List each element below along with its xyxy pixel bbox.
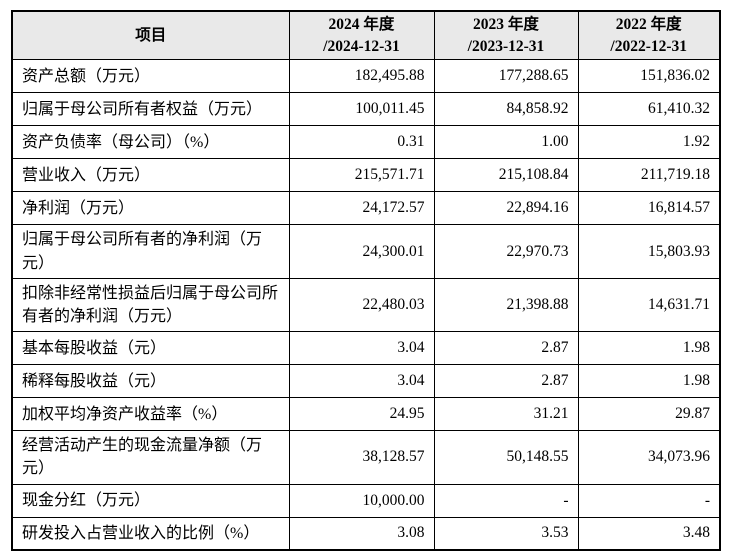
row-value: 24,300.01 [288,224,435,279]
row-value: 3.04 [288,331,435,366]
row-value: 24,172.57 [288,191,435,226]
row-value: 16,814.57 [577,191,721,226]
row-value: 3.48 [577,516,721,551]
row-value: 50,148.55 [433,430,579,485]
row-label: 扣除非经常性损益后归属于母公司所有者的净利润（万元） [11,277,290,333]
row-value: 34,073.96 [577,430,721,485]
row-value: 3.08 [288,516,435,551]
row-value: 100,011.45 [288,92,435,127]
header-year-2023: 2023 年度 /2023-12-31 [433,10,579,61]
row-value: 38,128.57 [288,430,435,485]
row-value: 22,894.16 [433,191,579,226]
header-year-2024-line2: /2024-12-31 [323,37,400,55]
row-value: 2.87 [433,331,579,366]
row-value: 29.87 [577,397,721,432]
row-label: 研发投入占营业收入的比例（%） [11,516,290,551]
table-row: 资产负债率（母公司）（%） 0.31 1.00 1.92 [11,125,721,160]
row-value: 215,108.84 [433,158,579,193]
row-label: 资产总额（万元） [11,59,290,94]
table-row: 资产总额（万元） 182,495.88 177,288.65 151,836.0… [11,59,721,94]
table-row: 稀释每股收益（元） 3.04 2.87 1.98 [11,364,721,399]
row-value: 1.98 [577,331,721,366]
row-value: 1.98 [577,364,721,399]
row-value: - [433,483,579,518]
row-label: 基本每股收益（元） [11,331,290,366]
row-value: 182,495.88 [288,59,435,94]
row-value: 24.95 [288,397,435,432]
row-value: 0.31 [288,125,435,160]
row-label: 稀释每股收益（元） [11,364,290,399]
row-value: 22,480.03 [288,277,435,333]
row-value: 84,858.92 [433,92,579,127]
row-value: 31.21 [433,397,579,432]
table-row: 基本每股收益（元） 3.04 2.87 1.98 [11,331,721,366]
row-label: 归属于母公司所有者权益（万元） [11,92,290,127]
row-value: 177,288.65 [433,59,579,94]
table-row: 现金分红（万元） 10,000.00 - - [11,483,721,518]
table-header-row: 项目 2024 年度 /2024-12-31 2023 年度 /2023-12-… [11,10,721,61]
table-row: 研发投入占营业收入的比例（%） 3.08 3.53 3.48 [11,516,721,551]
header-year-2023-line2: /2023-12-31 [467,37,545,55]
table-row: 营业收入（万元） 215,571.71 215,108.84 211,719.1… [11,158,721,193]
row-label: 现金分红（万元） [11,483,290,518]
row-value: 211,719.18 [577,158,721,193]
row-value: 21,398.88 [433,277,579,333]
header-year-2022-line2: /2022-12-31 [610,37,688,55]
table-row: 归属于母公司所有者的净利润（万元） 24,300.01 22,970.73 15… [11,224,721,279]
header-year-2023-line1: 2023 年度 [473,16,539,33]
row-label: 加权平均净资产收益率（%） [11,397,290,432]
row-label: 归属于母公司所有者的净利润（万元） [11,224,290,279]
row-value: 61,410.32 [577,92,721,127]
table-row: 扣除非经常性损益后归属于母公司所有者的净利润（万元） 22,480.03 21,… [11,277,721,333]
header-year-2024: 2024 年度 /2024-12-31 [288,10,435,61]
row-value: 2.87 [433,364,579,399]
row-value: 22,970.73 [433,224,579,279]
row-label: 资产负债率（母公司）（%） [11,125,290,160]
row-value: 215,571.71 [288,158,435,193]
row-value: 14,631.71 [577,277,721,333]
header-year-2024-line1: 2024 年度 [328,16,395,33]
header-year-2022: 2022 年度 /2022-12-31 [577,10,721,61]
row-value: 10,000.00 [288,483,435,518]
table-row: 归属于母公司所有者权益（万元） 100,011.45 84,858.92 61,… [11,92,721,127]
row-label: 净利润（万元） [11,191,290,226]
table-row: 净利润（万元） 24,172.57 22,894.16 16,814.57 [11,191,721,226]
financial-summary-table: 项目 2024 年度 /2024-12-31 2023 年度 /2023-12-… [11,10,721,551]
row-value: - [577,483,721,518]
row-value: 3.53 [433,516,579,551]
table-row: 经营活动产生的现金流量净额（万元） 38,128.57 50,148.55 34… [11,430,721,485]
row-value: 1.00 [433,125,579,160]
row-value: 151,836.02 [577,59,721,94]
row-value: 15,803.93 [577,224,721,279]
header-item: 项目 [11,10,290,61]
row-label: 营业收入（万元） [11,158,290,193]
row-value: 1.92 [577,125,721,160]
table-row: 加权平均净资产收益率（%） 24.95 31.21 29.87 [11,397,721,432]
header-year-2022-line1: 2022 年度 [615,16,682,33]
row-value: 3.04 [288,364,435,399]
row-label: 经营活动产生的现金流量净额（万元） [11,430,290,485]
header-item-label: 项目 [135,26,167,44]
